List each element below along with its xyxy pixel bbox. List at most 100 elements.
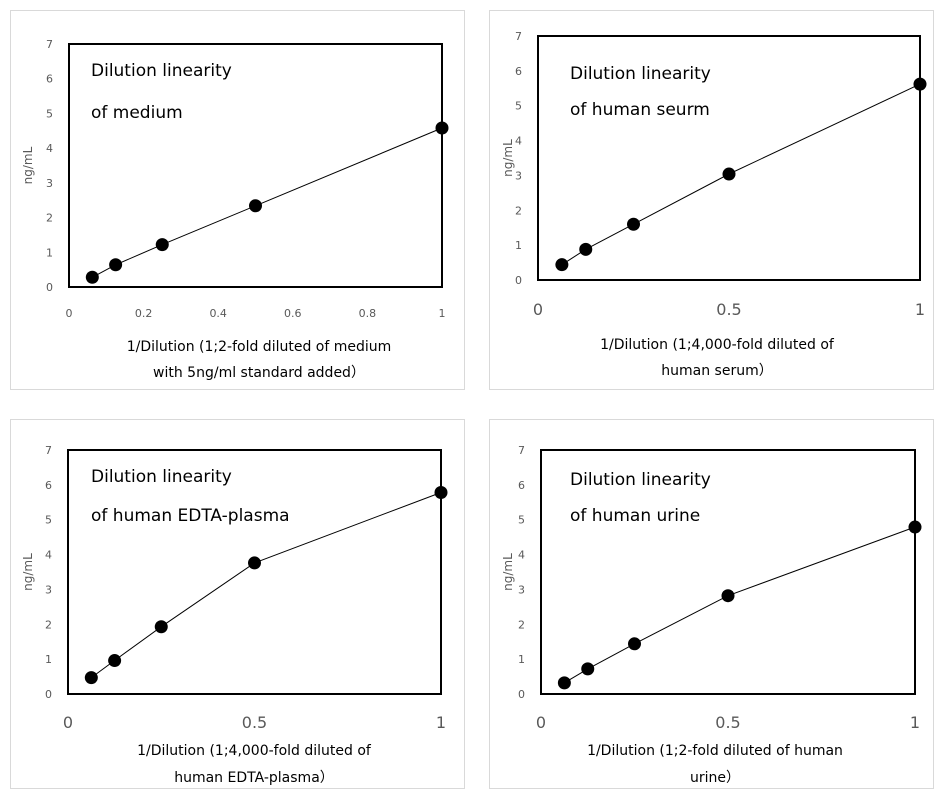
y-tick-label: 4	[45, 549, 52, 562]
series-line	[92, 127, 443, 278]
data-point	[722, 167, 736, 181]
x-tick-label: 1	[436, 713, 446, 732]
y-tick-label: 3	[515, 169, 522, 182]
y-tick-label: 7	[518, 444, 525, 457]
y-tick-label: 6	[46, 73, 53, 86]
y-tick-label: 5	[46, 107, 53, 120]
chart-svg: 0 1 2 3 4 5 6 7 0 0.5 1 Dilution linearity of human …	[21, 444, 448, 786]
chart-panel-human-urine: 0 1 2 3 4 5 6 7 0 0.5 1 Dilution linearity of human …	[489, 419, 934, 789]
x-tick-label: 1	[915, 300, 925, 319]
y-tick-label: 1	[515, 239, 522, 252]
y-tick-label: 4	[518, 549, 525, 562]
y-axis-label: ng/mL	[501, 139, 515, 177]
x-tick-label: 0	[536, 713, 546, 732]
x-tick-label: 0	[66, 307, 73, 320]
chart-title-line: of human seurm	[570, 100, 710, 120]
data-point	[913, 77, 927, 91]
y-tick-label: 0	[518, 688, 525, 701]
plot-area-frame	[537, 35, 921, 281]
y-tick-label: 3	[45, 583, 52, 596]
data-point	[85, 270, 99, 284]
x-axis-label-line: with 5ng/ml standard added）	[153, 365, 365, 381]
y-tick-label: 1	[45, 653, 52, 666]
data-point	[155, 238, 169, 252]
chart-title-line: of human urine	[570, 506, 700, 526]
y-tick-label: 4	[46, 142, 53, 155]
data-point	[627, 217, 640, 231]
data-point	[581, 662, 595, 676]
x-tick-label: 0	[533, 300, 543, 319]
x-tick-label: 1	[439, 307, 446, 320]
y-tick-label: 0	[45, 688, 52, 701]
y-tick-label: 4	[515, 135, 522, 148]
chart-svg: 0 1 2 3 4 5 6 7 0 0.2 0.4 0.6 0.8 1 Dilution linearity…	[21, 38, 449, 381]
data-point	[108, 654, 122, 668]
x-axis-label-line: urine）	[690, 770, 740, 786]
data-point	[721, 589, 735, 603]
plot-area-frame	[67, 449, 442, 695]
plot-area-frame	[540, 449, 916, 695]
x-tick-label: 0.8	[359, 307, 377, 320]
x-axis-label-line: 1/Dilution (1;2-fold diluted of medium	[127, 339, 392, 355]
chart-title-line: of medium	[91, 103, 183, 123]
data-point	[557, 676, 571, 690]
data-point	[579, 242, 593, 256]
y-tick-label: 2	[518, 618, 525, 631]
x-tick-label: 0.6	[284, 307, 302, 320]
data-point	[434, 486, 448, 500]
x-tick-label: 1	[910, 713, 920, 732]
y-tick-label: 6	[518, 479, 525, 492]
y-tick-label: 5	[518, 514, 525, 527]
y-tick-label: 2	[515, 204, 522, 217]
y-tick-label: 6	[515, 65, 522, 78]
x-tick-label: 0.2	[135, 307, 153, 320]
y-tick-label: 2	[46, 212, 53, 225]
chart-title-line: Dilution linearity	[91, 61, 232, 81]
data-point	[908, 520, 922, 534]
data-point	[555, 258, 569, 272]
y-axis-label: ng/mL	[21, 146, 35, 184]
data-point	[435, 121, 449, 135]
chart-svg: 0 1 2 3 4 5 6 7 0 0.5 1 Dilution linearity of human …	[501, 444, 922, 786]
y-tick-label: 3	[46, 177, 53, 190]
data-point	[628, 637, 641, 651]
y-tick-label: 0	[46, 281, 53, 294]
y-tick-label: 7	[45, 444, 52, 457]
x-axis-label-line: human EDTA-plasma）	[174, 770, 334, 786]
x-tick-label: 0.5	[715, 713, 740, 732]
chart-title-line: of human EDTA-plasma	[91, 506, 290, 526]
y-tick-label: 5	[515, 100, 522, 113]
data-point	[154, 620, 168, 634]
chart-svg: 0 1 2 3 4 5 6 7 0 0.5 1 Dilution linearity of human …	[501, 30, 927, 379]
x-tick-label: 0.5	[242, 713, 267, 732]
y-tick-label: 2	[45, 618, 52, 631]
x-tick-label: 0.4	[209, 307, 227, 320]
y-tick-label: 7	[46, 38, 53, 51]
chart-panel-human-serum: 0 1 2 3 4 5 6 7 0 0.5 1 Dilution linearity of human …	[489, 10, 934, 390]
x-axis-label-line: 1/Dilution (1;4,000-fold diluted of	[137, 743, 372, 759]
series-line	[564, 526, 916, 684]
data-point	[109, 258, 123, 272]
y-tick-label: 7	[515, 30, 522, 43]
y-axis-label: ng/mL	[501, 553, 515, 591]
chart-title-line: Dilution linearity	[91, 467, 232, 487]
y-tick-label: 1	[46, 246, 53, 259]
data-point	[249, 199, 262, 213]
chart-title-line: Dilution linearity	[570, 64, 711, 84]
chart-panel-human-edta-plasma: 0 1 2 3 4 5 6 7 0 0.5 1 Dilution linearity of human …	[10, 419, 465, 789]
y-tick-label: 3	[518, 583, 525, 596]
x-axis-label-line: human serum）	[661, 363, 772, 379]
data-point	[248, 556, 261, 570]
data-point	[84, 671, 98, 685]
x-axis-label-line: 1/Dilution (1;4,000-fold diluted of	[600, 337, 835, 353]
x-tick-label: 0	[63, 713, 73, 732]
x-tick-label: 0.5	[716, 300, 741, 319]
y-axis-label: ng/mL	[21, 553, 35, 591]
y-tick-label: 0	[515, 274, 522, 287]
chart-title-line: Dilution linearity	[570, 470, 711, 490]
y-tick-label: 6	[45, 479, 52, 492]
y-tick-label: 1	[518, 653, 525, 666]
y-tick-label: 5	[45, 514, 52, 527]
chart-panel-medium: 0 1 2 3 4 5 6 7 0 0.2 0.4 0.6 0.8 1 Dilution linearity…	[10, 10, 465, 390]
plot-area-frame	[68, 43, 443, 288]
